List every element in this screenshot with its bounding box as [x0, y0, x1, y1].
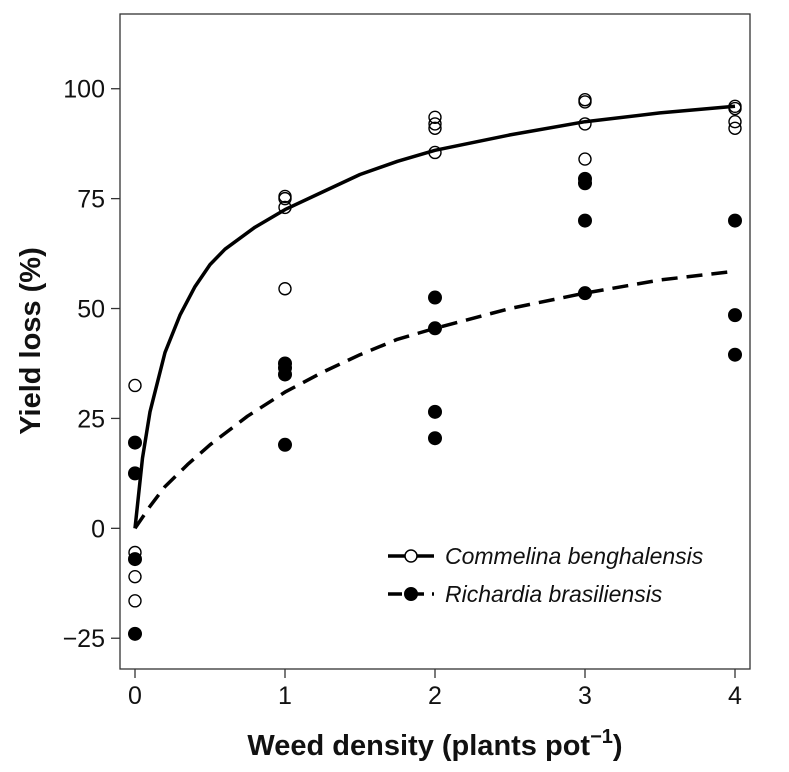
x-tick-label: 0 — [128, 682, 142, 710]
point-commelina — [428, 110, 442, 125]
point-commelina — [728, 115, 742, 129]
y-axis: −25 0 25 50 75 100 — [63, 76, 120, 653]
point-commelina — [128, 378, 142, 393]
point-commelina — [728, 101, 742, 116]
point-commelina — [428, 121, 442, 135]
point-commelina — [428, 145, 442, 160]
y-tick-label: 25 — [77, 405, 105, 433]
point-richardia — [128, 466, 142, 481]
point-richardia — [578, 176, 592, 191]
point-richardia — [728, 308, 742, 323]
point-richardia — [278, 367, 292, 382]
x-tick-label: 4 — [728, 682, 742, 710]
point-richardia — [578, 213, 592, 228]
point-commelina — [278, 200, 292, 215]
point-commelina — [578, 95, 592, 109]
x-tick-label: 2 — [428, 682, 442, 710]
x-axis-title-main: Weed density (plants pot — [247, 730, 590, 762]
point-commelina — [278, 282, 292, 296]
point-commelina — [578, 152, 592, 166]
point-richardia — [728, 213, 742, 228]
data-points — [128, 93, 742, 641]
point-richardia — [128, 552, 142, 567]
point-richardia — [128, 626, 142, 641]
y-tick-label: −25 — [63, 625, 105, 653]
y-tick-label: 50 — [77, 296, 105, 324]
fit-curve-richardia — [133, 269, 736, 530]
fit-curves — [133, 104, 736, 530]
x-axis-title: Weed density (plants pot−1) — [247, 726, 622, 762]
point-commelina — [578, 117, 592, 131]
x-tick-label: 1 — [278, 682, 292, 710]
legend-marker-commelina — [404, 549, 418, 563]
point-richardia — [128, 435, 142, 450]
point-richardia — [578, 286, 592, 301]
y-tick-label: 0 — [91, 515, 105, 543]
point-commelina — [728, 121, 742, 135]
point-richardia — [278, 437, 292, 452]
point-richardia — [428, 290, 442, 305]
x-axis: 0 1 2 3 4 — [128, 669, 742, 710]
x-axis-title-superscript: −1 — [590, 726, 613, 748]
y-tick-label: 100 — [63, 76, 105, 104]
point-richardia — [428, 431, 442, 446]
fit-curve-commelina — [133, 104, 736, 529]
point-commelina — [428, 117, 442, 131]
point-richardia — [428, 321, 442, 336]
point-commelina — [278, 191, 292, 206]
legend: Commelina benghalensis Richardia brasili… — [388, 543, 704, 607]
point-richardia — [728, 347, 742, 362]
y-axis-title: Yield loss (%) — [15, 247, 47, 434]
point-commelina — [128, 569, 142, 584]
legend-label-richardia: Richardia brasiliensis — [445, 581, 663, 607]
x-tick-label: 3 — [578, 682, 592, 710]
legend-label-commelina: Commelina benghalensis — [445, 543, 704, 569]
y-tick-label: 75 — [77, 186, 105, 214]
x-axis-title-close: ) — [613, 730, 623, 762]
legend-marker-richardia — [404, 587, 418, 601]
point-richardia — [428, 404, 442, 419]
point-commelina — [128, 594, 142, 608]
